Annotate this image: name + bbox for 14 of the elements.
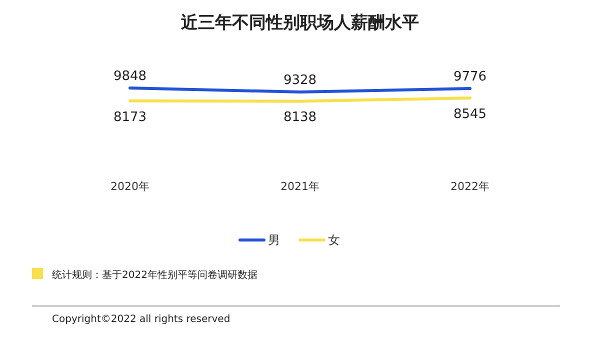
text: 统计规则：基于2022年性别平等问卷调研数据	[52, 269, 258, 281]
x-tick-label: 2022年	[450, 180, 490, 193]
data-label: 9328	[283, 73, 317, 88]
legend-label: 女	[328, 233, 340, 247]
data-label: 9776	[453, 70, 487, 85]
legend-label: 男	[268, 233, 280, 247]
chart-title: 近三年不同性别职场人薪酬水平	[180, 13, 419, 33]
data-label: 9848	[113, 69, 147, 84]
x-tick-label: 2020年	[110, 180, 150, 193]
x-tick-label: 2021年	[280, 180, 320, 193]
data-label: 8138	[283, 110, 317, 126]
text: Copyright©2022 all rights reserved	[52, 314, 230, 325]
data-label: 8545	[453, 107, 487, 122]
data-label: 8173	[113, 110, 147, 125]
